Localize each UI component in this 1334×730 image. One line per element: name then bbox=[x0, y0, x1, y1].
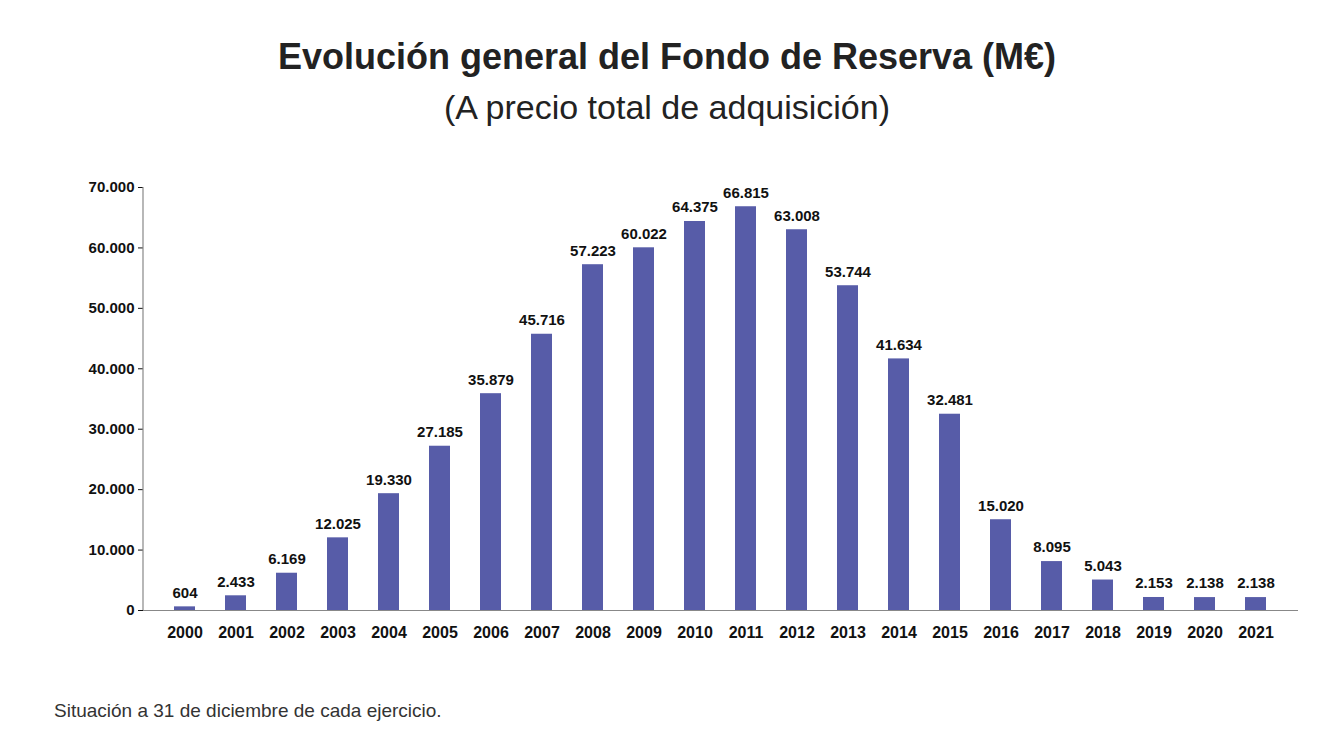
svg-text:15.020: 15.020 bbox=[978, 497, 1024, 514]
svg-text:30.000: 30.000 bbox=[89, 420, 135, 437]
svg-text:60.022: 60.022 bbox=[621, 225, 667, 242]
svg-text:2014: 2014 bbox=[881, 624, 917, 641]
svg-text:2015: 2015 bbox=[932, 624, 968, 641]
svg-text:2021: 2021 bbox=[1238, 624, 1274, 641]
svg-text:0: 0 bbox=[126, 601, 134, 618]
svg-text:2009: 2009 bbox=[626, 624, 662, 641]
svg-text:2012: 2012 bbox=[779, 624, 815, 641]
svg-text:41.634: 41.634 bbox=[876, 336, 923, 353]
svg-text:5.043: 5.043 bbox=[1084, 557, 1122, 574]
html-text:Evolución general del Fondo de: Evolución general del Fondo de Reserva (… bbox=[277, 36, 1057, 77]
svg-text:66.815: 66.815 bbox=[723, 184, 769, 201]
svg-text:53.744: 53.744 bbox=[825, 263, 872, 280]
svg-text:2005: 2005 bbox=[422, 624, 458, 641]
svg-text:60.000: 60.000 bbox=[89, 239, 135, 256]
svg-text:2008: 2008 bbox=[575, 624, 611, 641]
svg-text:2006: 2006 bbox=[473, 624, 509, 641]
svg-text:70.000: 70.000 bbox=[89, 178, 135, 195]
svg-text:2013: 2013 bbox=[830, 624, 866, 641]
svg-text:604: 604 bbox=[172, 584, 198, 601]
svg-text:57.223: 57.223 bbox=[570, 242, 616, 259]
svg-text:2016: 2016 bbox=[983, 624, 1019, 641]
svg-text:2017: 2017 bbox=[1034, 624, 1070, 641]
svg-text:32.481: 32.481 bbox=[927, 391, 973, 408]
svg-text:2.138: 2.138 bbox=[1237, 574, 1275, 591]
svg-text:20.000: 20.000 bbox=[89, 480, 135, 497]
svg-text:2.433: 2.433 bbox=[217, 573, 255, 590]
svg-text:8.095: 8.095 bbox=[1033, 538, 1071, 555]
svg-text:27.185: 27.185 bbox=[417, 423, 463, 440]
svg-text:2020: 2020 bbox=[1187, 624, 1223, 641]
svg-text:2001: 2001 bbox=[218, 624, 254, 641]
html-text:Situación a 31 de diciembre de: Situación a 31 de diciembre de cada ejer… bbox=[54, 700, 442, 721]
svg-text:10.000: 10.000 bbox=[89, 541, 135, 558]
svg-text:35.879: 35.879 bbox=[468, 370, 514, 387]
svg-text:50.000: 50.000 bbox=[89, 299, 135, 316]
svg-text:63.008: 63.008 bbox=[774, 207, 820, 224]
svg-text:6.169: 6.169 bbox=[268, 550, 306, 567]
svg-text:2.138: 2.138 bbox=[1186, 574, 1224, 591]
svg-text:2010: 2010 bbox=[677, 624, 713, 641]
svg-text:2019: 2019 bbox=[1136, 624, 1172, 641]
svg-text:2007: 2007 bbox=[524, 624, 560, 641]
svg-text:2.153: 2.153 bbox=[1135, 574, 1173, 591]
svg-text:19.330: 19.330 bbox=[366, 470, 412, 487]
svg-text:40.000: 40.000 bbox=[89, 360, 135, 377]
svg-text:2004: 2004 bbox=[371, 624, 407, 641]
svg-text:64.375: 64.375 bbox=[672, 198, 718, 215]
svg-text:2011: 2011 bbox=[729, 624, 764, 641]
svg-text:12.025: 12.025 bbox=[315, 515, 361, 532]
svg-text:45.716: 45.716 bbox=[519, 311, 565, 328]
svg-text:2003: 2003 bbox=[320, 624, 356, 641]
svg-text:2018: 2018 bbox=[1085, 624, 1121, 641]
svg-text:2000: 2000 bbox=[167, 624, 203, 641]
svg-text:2002: 2002 bbox=[269, 624, 305, 641]
html-text:(A precio total de adquisición: (A precio total de adquisición) bbox=[444, 88, 890, 126]
